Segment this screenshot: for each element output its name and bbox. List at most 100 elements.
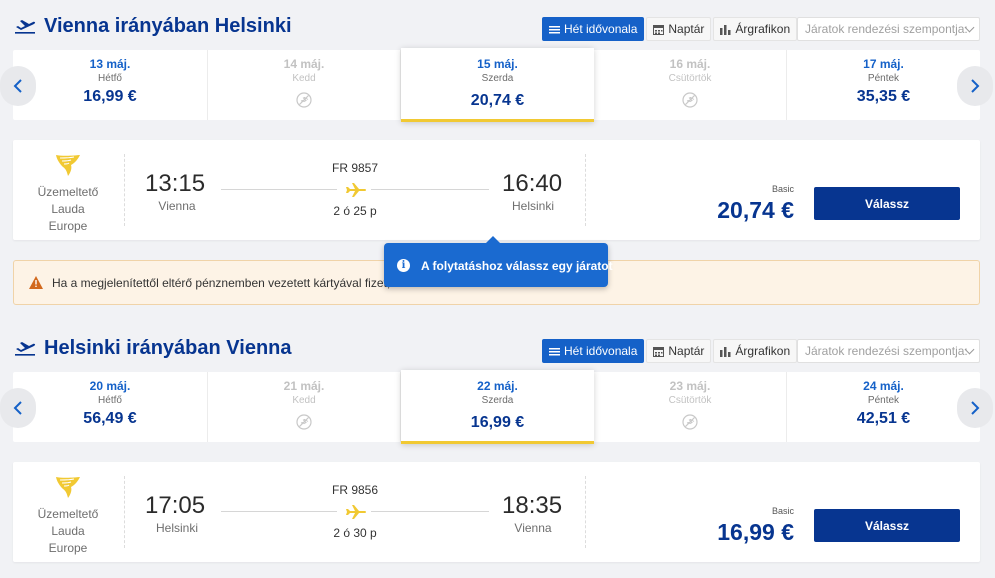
sort-placeholder: Járatok rendezési szempontja: [805, 344, 968, 358]
list-icon [549, 347, 560, 355]
ryanair-harp-logo [56, 477, 80, 498]
fare-type: Basic [771, 184, 794, 194]
sort-select[interactable]: Járatok rendezési szempontja: [797, 17, 980, 41]
route-line [371, 511, 489, 512]
date-cell: 14 máj. Kedd [208, 50, 401, 120]
departure-city: Helsinki [155, 521, 198, 535]
date-price: 16,99 € [83, 88, 137, 105]
date-cell-selected[interactable]: 15 máj. Szerda 20,74 € [401, 48, 594, 122]
chevron-right-icon [971, 79, 980, 93]
calendar-label: Naptár [668, 22, 705, 36]
date-label: 17 máj. [863, 57, 904, 71]
fare-price: 16,99 € [717, 519, 794, 545]
arrival-city: Vienna [514, 521, 552, 535]
date-cell[interactable]: 24 máj. Péntek 42,51 € [787, 372, 980, 442]
divider [585, 476, 586, 548]
calendar-button[interactable]: Naptár [646, 17, 712, 41]
no-flight-icon [682, 414, 698, 430]
outbound-flight-card[interactable]: Üzemeltető Lauda Europe 13:15 Vienna FR … [13, 140, 980, 240]
fare-price: 20,74 € [717, 197, 794, 223]
select-flight-button[interactable]: Válassz [814, 509, 960, 542]
route-title: Vienna irányában Helsinki [44, 15, 292, 37]
prev-dates-button[interactable] [0, 66, 36, 106]
date-label: 13 máj. [89, 57, 131, 71]
outbound-date-strip: 13 máj. Hétfő 16,99 € 14 máj. Kedd 15 má… [0, 48, 993, 122]
outbound-header: Vienna irányában Helsinki Hét idővonala … [0, 5, 995, 45]
chevron-left-icon [13, 79, 22, 93]
day-label: Péntek [867, 395, 900, 406]
calendar-icon [653, 346, 665, 357]
day-label: Kedd [292, 395, 316, 406]
warning-text: Ha a megjelenítettől eltérő pénznemben v… [52, 276, 401, 290]
flight-duration: 2 ó 25 p [333, 204, 377, 218]
operator-line: Europe [48, 219, 88, 233]
departure-time: 13:15 [145, 170, 206, 197]
plane-takeoff-icon [15, 342, 36, 356]
view-toolbar: Hét idővonala Naptár Árgrafikon [542, 17, 798, 41]
date-label: 22 máj. [477, 379, 518, 393]
bar-chart-icon [720, 346, 731, 357]
plane-icon [346, 505, 366, 519]
inbound-header: Helsinki irányában Vienna Hét idővonala … [0, 327, 995, 367]
operator-line: Europe [48, 541, 88, 555]
day-label: Szerda [481, 73, 514, 84]
inbound-flight-card[interactable]: Üzemeltető Lauda Europe 17:05 Helsinki F… [13, 462, 980, 562]
date-price: 56,49 € [83, 410, 137, 427]
operator-line: Lauda [51, 524, 85, 538]
divider [124, 476, 125, 548]
date-label: 15 máj. [477, 57, 518, 71]
warning-icon [29, 276, 43, 289]
date-label: 21 máj. [283, 379, 325, 393]
route-line [371, 189, 489, 190]
calendar-label: Naptár [668, 344, 705, 358]
week-view-button[interactable]: Hét idővonala [542, 339, 645, 363]
price-chart-button[interactable]: Árgrafikon [713, 17, 798, 41]
date-price: 35,35 € [856, 88, 911, 105]
no-flight-icon [296, 92, 312, 108]
week-view-button[interactable]: Hét idővonala [542, 17, 645, 41]
bar-chart-icon [720, 24, 731, 35]
departure-city: Vienna [158, 199, 196, 213]
operator-line: Üzemeltető [37, 185, 99, 199]
operator-label: Üzemeltető Lauda Europe [27, 184, 109, 235]
date-cell[interactable]: 13 máj. Hétfő 16,99 € [13, 50, 208, 120]
list-icon [549, 25, 560, 33]
route-line [221, 189, 337, 190]
chevron-left-icon [13, 401, 22, 415]
calendar-button[interactable]: Naptár [646, 339, 712, 363]
day-label: Szerda [481, 395, 514, 406]
next-dates-button[interactable] [957, 66, 993, 106]
date-cell[interactable]: 20 máj. Hétfő 56,49 € [13, 372, 208, 442]
flight-number: FR 9857 [331, 161, 379, 175]
price-chart-button[interactable]: Árgrafikon [713, 339, 798, 363]
date-cell[interactable]: 17 máj. Péntek 35,35 € [787, 50, 980, 120]
arrival-city: Helsinki [511, 199, 554, 213]
date-price: 42,51 € [856, 410, 911, 427]
view-toolbar: Hét idővonala Naptár Árgrafikon [542, 339, 798, 363]
operator-label: Üzemeltető Lauda Europe [27, 506, 109, 557]
plane-icon [346, 183, 366, 197]
next-dates-button[interactable] [957, 388, 993, 428]
plane-takeoff-icon [15, 20, 36, 34]
select-flight-button[interactable]: Válassz [814, 187, 960, 220]
divider [124, 154, 125, 226]
date-cell: 23 máj. Csütörtök [594, 372, 787, 442]
fare-type: Basic [771, 506, 794, 516]
route-line [221, 511, 337, 512]
select-flight-tooltip: i A folytatáshoz válassz egy járatot [384, 236, 613, 287]
day-label: Péntek [867, 73, 900, 84]
date-cell-selected[interactable]: 22 máj. Szerda 16,99 € [401, 370, 594, 444]
info-icon: i [397, 259, 410, 272]
inbound-date-strip: 20 máj. Hétfő 56,49 € 21 máj. Kedd 22 má… [0, 370, 993, 444]
prev-dates-button[interactable] [0, 388, 36, 428]
flight-duration: 2 ó 30 p [333, 526, 377, 540]
operator-line: Üzemeltető [37, 507, 99, 521]
sort-select[interactable]: Járatok rendezési szempontja: [797, 339, 980, 363]
arrival-time: 16:40 [502, 170, 563, 197]
date-label: 16 máj. [669, 57, 711, 71]
flight-number: FR 9856 [331, 483, 379, 497]
date-label: 14 máj. [283, 57, 325, 71]
week-view-label: Hét idővonala [564, 344, 638, 358]
date-price: 16,99 € [470, 414, 525, 431]
date-label: 23 máj. [669, 379, 711, 393]
